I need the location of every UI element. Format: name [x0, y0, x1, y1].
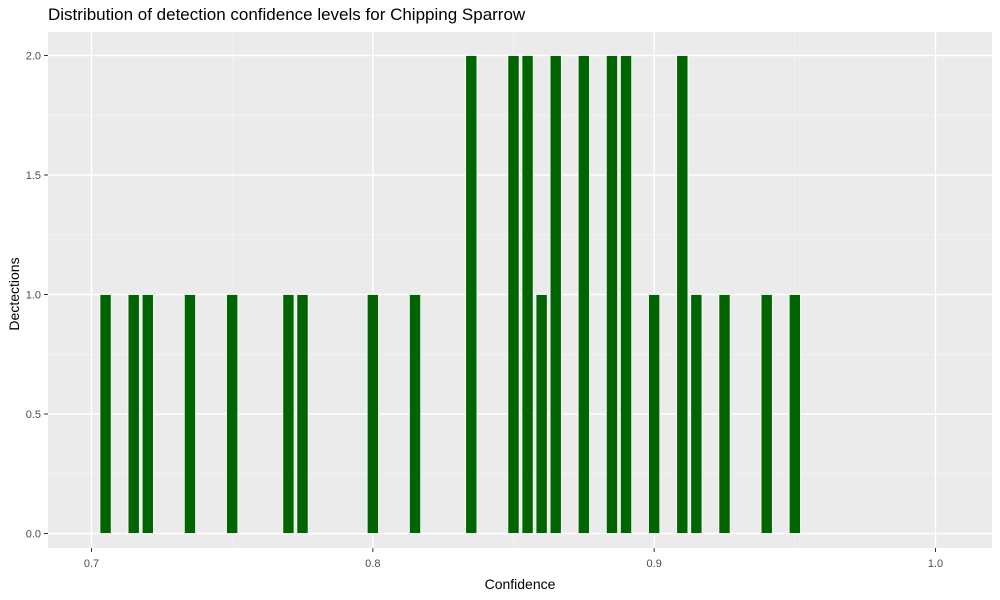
y-tick-label: 1.5 — [26, 170, 41, 182]
bar — [465, 55, 478, 534]
bar — [183, 294, 196, 534]
x-tick-label: 1.0 — [928, 558, 943, 570]
bar — [127, 294, 140, 534]
bar — [760, 294, 773, 534]
bar — [577, 55, 590, 534]
x-tick-label: 0.7 — [84, 558, 99, 570]
bar — [676, 55, 689, 534]
x-tick-label: 0.9 — [647, 558, 662, 570]
bar — [409, 294, 422, 534]
axes: 0.7 0.8 0.9 1.0 0.0 0.5 1.0 1.5 2.0 — [26, 51, 943, 571]
x-tick-label: 0.8 — [365, 558, 380, 570]
bar — [690, 294, 703, 534]
y-tick-label: 1.0 — [26, 290, 41, 302]
y-tick-label: 0.0 — [26, 529, 41, 541]
bar — [141, 294, 154, 534]
grid — [48, 32, 992, 548]
y-tick-label: 2.0 — [26, 51, 41, 63]
bar — [366, 294, 379, 534]
chart-title: Distribution of detection confidence lev… — [48, 5, 526, 24]
bar — [648, 294, 661, 534]
x-axis-title: Confidence — [485, 576, 556, 592]
bar — [521, 55, 534, 534]
bars — [99, 55, 801, 534]
y-axis-title: Dectections — [6, 257, 22, 330]
y-tick-label: 0.5 — [26, 409, 41, 421]
bar — [605, 55, 618, 534]
bar — [535, 294, 548, 534]
bar — [549, 55, 562, 534]
bar — [507, 55, 520, 534]
bar — [99, 294, 112, 534]
bar — [296, 294, 309, 534]
bar — [226, 294, 239, 534]
bar — [282, 294, 295, 534]
bar — [788, 294, 801, 534]
plot-panel — [48, 32, 992, 548]
bar — [718, 294, 731, 534]
bar — [620, 55, 633, 534]
